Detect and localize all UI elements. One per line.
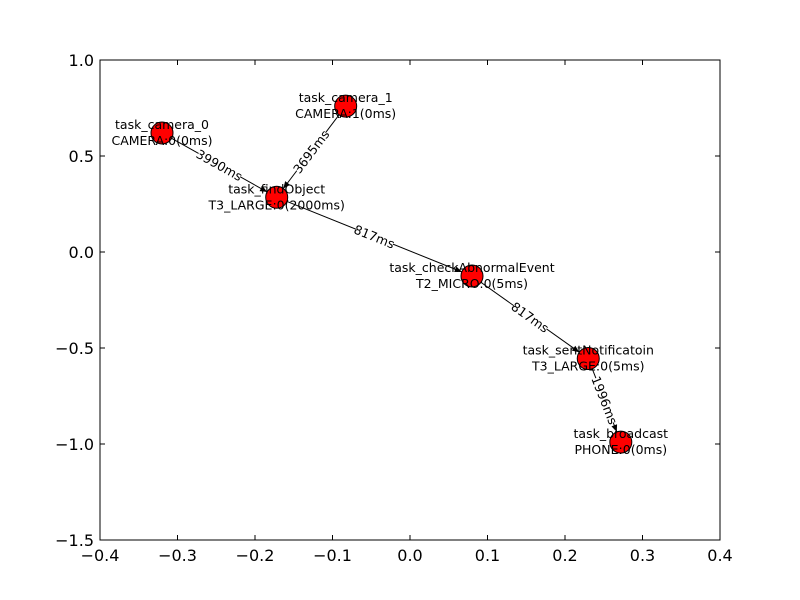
node-name-label: task_broadcast [574, 426, 669, 441]
x-tick-label: 0.1 [475, 546, 500, 565]
node-detail-label: CAMERA:1(0ms) [295, 106, 396, 121]
y-tick-label: −1.5 [55, 531, 94, 550]
edge-label-background [290, 127, 332, 175]
edge-arrowhead [259, 185, 268, 192]
node-find [265, 185, 289, 209]
x-tick-label: −0.2 [236, 546, 275, 565]
node-name-label: task_camera_1 [299, 90, 393, 105]
edge-label-background [509, 299, 552, 335]
y-tick-label: −0.5 [55, 339, 94, 358]
edge-label-background [353, 221, 396, 251]
x-tick-label: −0.1 [313, 546, 352, 565]
edge-label: 3695ms [290, 127, 332, 176]
edge-label-group: 817ms [508, 299, 552, 336]
node-name-label: task_sentNotificatoin [523, 343, 654, 358]
node-detail-label: PHONE:0(0ms) [575, 442, 668, 457]
edge-label: 1996ms [588, 374, 620, 427]
edge-label-background [195, 146, 245, 183]
node-camera1 [334, 94, 358, 118]
edge-label: 817ms [508, 299, 551, 336]
node-name-label: task_camera_0 [115, 117, 209, 132]
node-camera0 [150, 121, 174, 145]
node-check [460, 264, 484, 288]
edge-arrowhead [571, 345, 580, 353]
edge-labels-layer: 3990ms 3695ms 817ms 817ms 1996ms [194, 127, 621, 427]
y-tick-label: 0.0 [69, 243, 94, 262]
edge-label-group: 1996ms [588, 374, 621, 427]
x-tick-label: −0.3 [158, 546, 197, 565]
x-tick-label: 0.2 [552, 546, 577, 565]
node-notify [576, 347, 600, 371]
edge-arrowhead [611, 424, 618, 432]
node-broadcast [609, 430, 633, 454]
edge-label-background [589, 375, 621, 426]
nodes-layer [150, 94, 633, 454]
x-tick-label: 0.4 [707, 546, 732, 565]
edge-label-group: 3695ms [290, 127, 332, 176]
edge-label: 817ms [352, 222, 397, 252]
node-detail-label: T3_LARGE:0(2000ms) [208, 197, 345, 212]
node-name-label: task_checkAbnormalEvent [389, 260, 554, 275]
node-name-label: task_findObject [228, 181, 325, 196]
x-tick-label: 0.3 [630, 546, 655, 565]
edge-arrowhead [454, 266, 462, 273]
x-tick-label: 0.0 [397, 546, 422, 565]
node-detail-label: CAMERA:0(0ms) [111, 133, 212, 148]
x-tick-label: −0.4 [81, 546, 120, 565]
edge-label-group: 817ms [352, 221, 397, 252]
node-detail-label: T3_LARGE:0(5ms) [531, 359, 644, 374]
y-tick-label: −1.0 [55, 435, 94, 454]
node-detail-label: T2_MICRO:0(5ms) [415, 276, 528, 291]
edge-label: 3990ms [194, 146, 245, 184]
edge-arrowhead [283, 181, 290, 189]
y-tick-label: 0.5 [69, 147, 94, 166]
edge-label-group: 3990ms [194, 146, 245, 184]
ticks-layer: −0.4 −0.3 −0.2 −0.1 0.0 0.1 0.2 0.3 0.4 1.0 0.5 0.0… [55, 51, 733, 565]
y-tick-label: 1.0 [69, 51, 94, 70]
